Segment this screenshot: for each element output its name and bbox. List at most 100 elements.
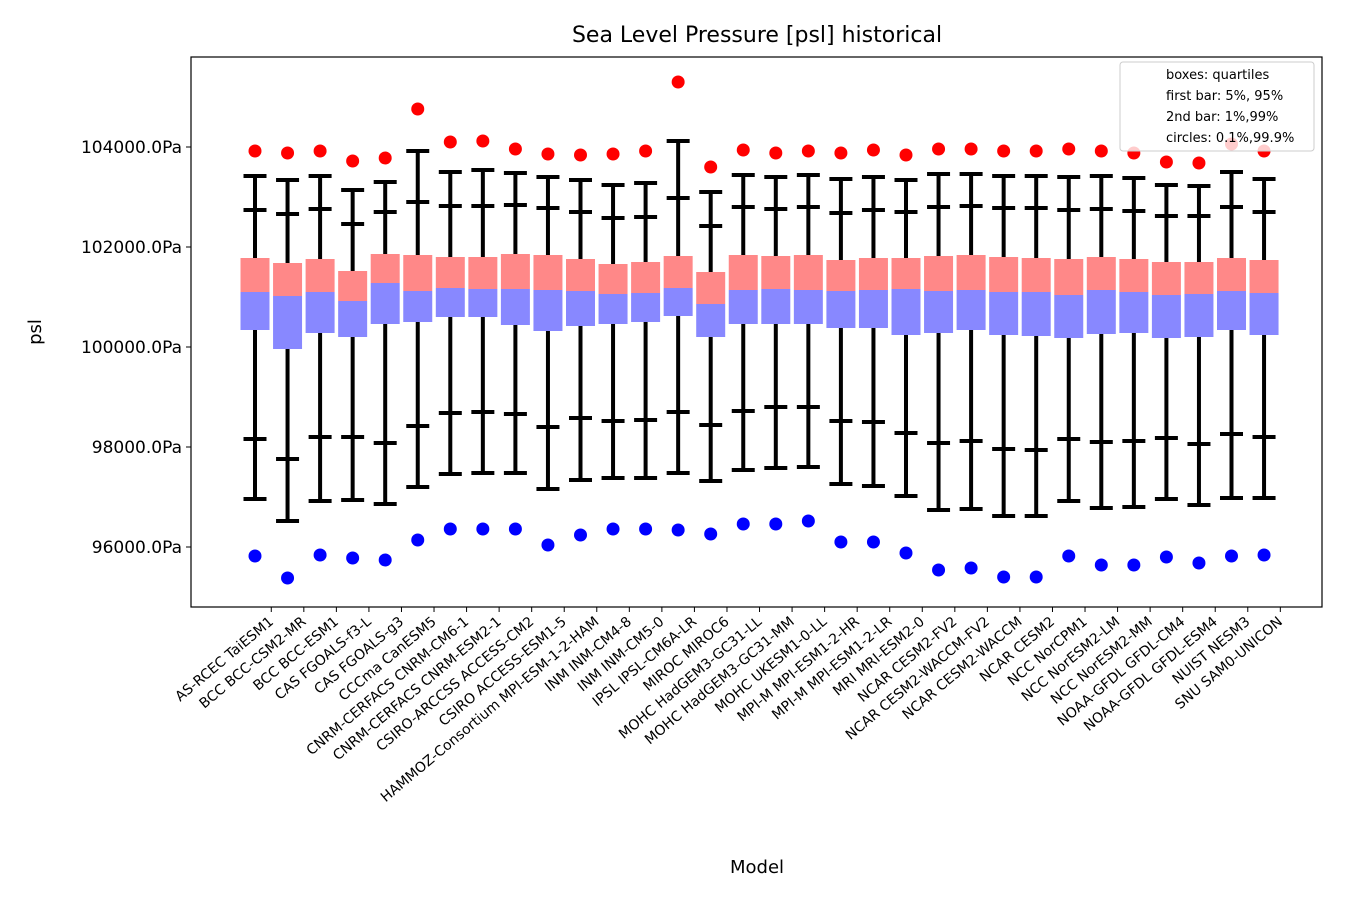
point-99-9pct — [801, 144, 815, 158]
model-group — [793, 144, 823, 528]
upper-quartile-box — [1086, 257, 1116, 290]
lower-quartile-box — [305, 292, 335, 333]
lower-quartile-box — [1086, 290, 1116, 334]
upper-quartile-box — [403, 255, 433, 291]
point-99-9pct — [997, 144, 1011, 158]
point-0-1pct — [541, 538, 555, 552]
point-99-9pct — [606, 147, 620, 161]
y-tick-label: 102000.0Pa — [81, 238, 182, 258]
point-0-1pct — [281, 571, 295, 585]
model-group — [1054, 142, 1084, 563]
upper-quartile-box — [728, 255, 758, 290]
x-axis-label: Model — [730, 857, 784, 878]
point-99-9pct — [834, 146, 848, 160]
point-0-1pct — [313, 548, 327, 562]
model-group — [1217, 137, 1246, 563]
upper-quartile-box — [468, 257, 498, 289]
point-0-1pct — [1225, 549, 1238, 563]
model-group — [1249, 144, 1279, 562]
point-99-9pct — [574, 148, 587, 162]
point-99-9pct — [346, 154, 360, 168]
point-0-1pct — [639, 522, 653, 536]
upper-quartile-box — [1054, 259, 1084, 295]
lower-quartile-box — [1151, 295, 1181, 338]
legend-entry: boxes: quartiles — [1166, 68, 1270, 83]
point-99-9pct — [1062, 142, 1076, 156]
upper-quartile-box — [696, 272, 726, 304]
plot-area — [240, 75, 1279, 585]
model-group — [1151, 155, 1181, 564]
y-axis-label: psl — [25, 319, 46, 345]
lower-quartile-box — [924, 291, 954, 333]
point-99-9pct — [704, 160, 718, 174]
point-99-9pct — [476, 134, 490, 148]
point-99-9pct — [508, 142, 522, 156]
lower-quartile-box — [761, 289, 791, 324]
upper-quartile-box — [956, 255, 986, 290]
model-group — [500, 142, 530, 536]
point-0-1pct — [801, 514, 815, 528]
lower-quartile-box — [1249, 293, 1279, 335]
model-group — [598, 147, 628, 536]
upper-quartile-box — [663, 256, 693, 288]
upper-quartile-box — [1217, 258, 1246, 291]
model-group — [989, 144, 1019, 584]
point-99-9pct — [313, 144, 327, 158]
lower-quartile-box — [435, 288, 465, 317]
lower-quartile-box — [891, 289, 921, 335]
point-99-9pct — [541, 147, 555, 161]
point-99-9pct — [671, 75, 685, 89]
plot-frame — [190, 56, 1323, 608]
point-0-1pct — [866, 535, 880, 549]
y-tick-label: 100000.0Pa — [81, 338, 182, 358]
upper-quartile-box — [989, 257, 1019, 292]
point-0-1pct — [997, 570, 1011, 584]
lower-quartile-box — [1217, 291, 1246, 330]
model-group — [1119, 146, 1149, 572]
upper-quartile-box — [566, 259, 595, 291]
lower-quartile-box — [403, 291, 433, 322]
lower-quartile-box — [273, 296, 303, 349]
lower-quartile-box — [1021, 292, 1051, 336]
model-group — [1086, 144, 1116, 572]
point-99-9pct — [899, 148, 913, 162]
lower-quartile-box — [956, 290, 986, 330]
model-group — [533, 147, 563, 552]
chart-title: Sea Level Pressure [psl] historical — [572, 23, 942, 48]
point-99-9pct — [964, 142, 978, 156]
upper-quartile-box — [858, 258, 888, 290]
lower-quartile-box — [989, 292, 1019, 335]
upper-quartile-box — [924, 256, 954, 291]
legend-entry: circles: 0.1%,99.9% — [1166, 131, 1294, 146]
model-group — [566, 148, 595, 542]
lower-quartile-box — [793, 290, 823, 324]
point-99-9pct — [736, 143, 750, 157]
point-0-1pct — [346, 551, 360, 565]
point-99-9pct — [281, 146, 295, 160]
lower-quartile-box — [1184, 294, 1214, 337]
lower-quartile-box — [728, 290, 758, 324]
point-99-9pct — [1159, 155, 1173, 169]
point-99-9pct — [1029, 144, 1043, 158]
y-tick-label: 98000.0Pa — [92, 438, 182, 458]
point-99-9pct — [248, 144, 262, 158]
lower-quartile-box — [533, 290, 563, 331]
model-group — [1184, 156, 1214, 570]
point-99-9pct — [932, 142, 946, 156]
lower-quartile-box — [370, 283, 400, 324]
lower-quartile-box — [468, 289, 498, 317]
upper-quartile-box — [273, 263, 303, 296]
point-99-9pct — [443, 135, 457, 149]
lower-quartile-box — [598, 294, 628, 324]
upper-quartile-box — [826, 260, 856, 291]
y-tick-label: 104000.0Pa — [81, 138, 182, 158]
lower-quartile-box — [826, 291, 856, 328]
model-group — [924, 142, 954, 577]
point-0-1pct — [1257, 548, 1271, 562]
upper-quartile-box — [240, 258, 270, 292]
point-0-1pct — [899, 546, 913, 560]
point-0-1pct — [1029, 570, 1043, 584]
model-group — [761, 146, 791, 531]
upper-quartile-box — [891, 258, 921, 289]
lower-quartile-box — [566, 291, 595, 326]
